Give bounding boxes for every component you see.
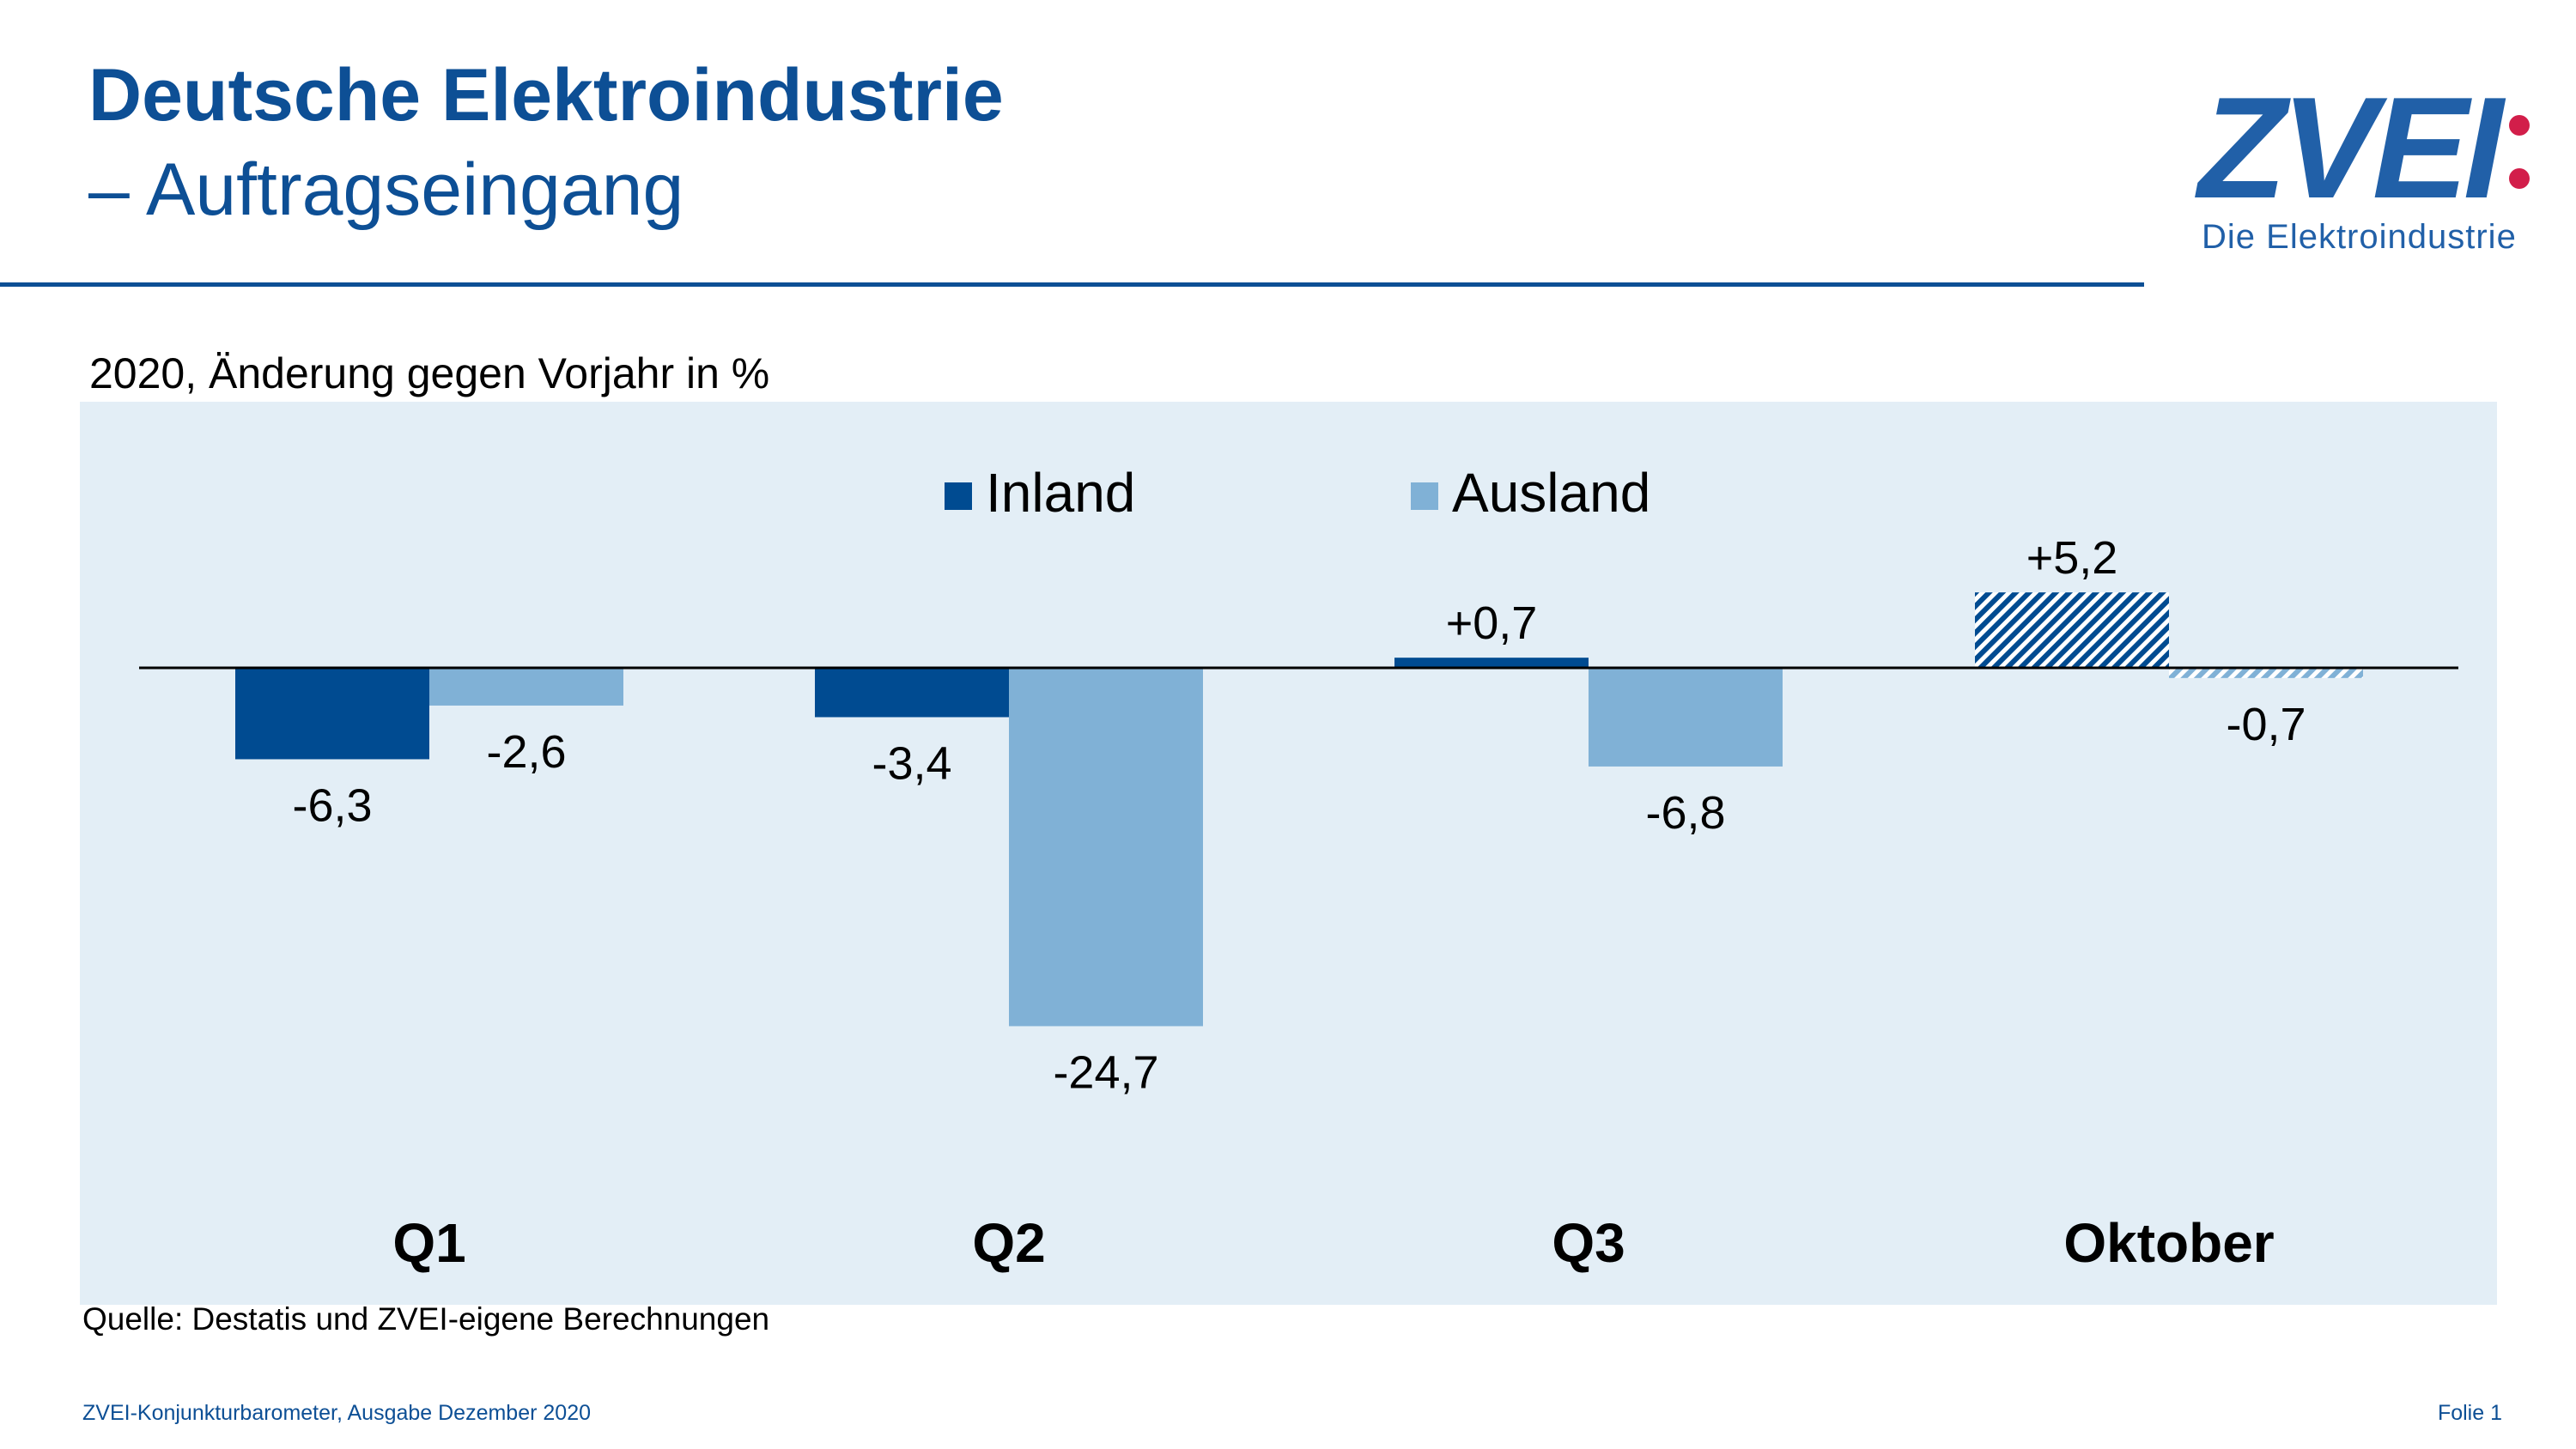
bar-inland-q1	[235, 668, 429, 760]
page-title: Deutsche Elektroindustrie	[88, 54, 1004, 136]
logo-tagline: Die Elektroindustrie	[2202, 218, 2517, 256]
data-label-inland-q3: +0,7	[1446, 597, 1538, 649]
bar-ausland-q2	[1009, 668, 1203, 1027]
category-label-oktober: Oktober	[2063, 1212, 2274, 1274]
category-label-q1: Q1	[392, 1212, 465, 1274]
category-label-q3: Q3	[1552, 1212, 1625, 1274]
bar-ausland-q1	[429, 668, 623, 706]
legend-swatch-ausland	[1411, 482, 1438, 510]
data-label-ausland-q1: -2,6	[486, 726, 566, 778]
data-label-inland-oktober: +5,2	[2026, 532, 2118, 584]
bar-ausland-q3	[1589, 668, 1783, 767]
header-divider	[0, 282, 2144, 287]
logo-colon-icon	[2509, 115, 2535, 209]
data-label-ausland-q3: -6,8	[1645, 787, 1725, 839]
zvei-logo: ZVEI Die Elektroindustrie	[2198, 76, 2542, 264]
data-label-ausland-q2: -24,7	[1053, 1046, 1158, 1098]
plot-background	[80, 402, 2497, 1305]
logo-wordmark: ZVEI	[2198, 67, 2503, 228]
legend-swatch-inland	[945, 482, 972, 510]
bar-ausland-oktober	[2169, 668, 2363, 678]
category-label-q2: Q2	[972, 1212, 1045, 1274]
footer-slide-number: Folie 1	[2437, 1401, 2502, 1425]
source-note: Quelle: Destatis und ZVEI-eigene Berechn…	[82, 1301, 770, 1337]
page-subtitle: – Auftragseingang	[88, 149, 684, 231]
chart-legend: Inland Ausland	[945, 462, 1650, 524]
footer-publication: ZVEI-Konjunkturbarometer, Ausgabe Dezemb…	[82, 1401, 592, 1425]
chart-subtitle: 2020, Änderung gegen Vorjahr in %	[89, 349, 770, 397]
bar-inland-oktober	[1975, 592, 2169, 668]
legend-label-ausland: Ausland	[1452, 462, 1650, 524]
data-label-ausland-oktober: -0,7	[2226, 699, 2306, 750]
data-label-inland-q2: -3,4	[872, 737, 951, 789]
bar-inland-q3	[1394, 658, 1589, 668]
legend-label-inland: Inland	[986, 462, 1135, 524]
data-label-inland-q1: -6,3	[292, 779, 372, 831]
bar-inland-q2	[815, 668, 1009, 718]
